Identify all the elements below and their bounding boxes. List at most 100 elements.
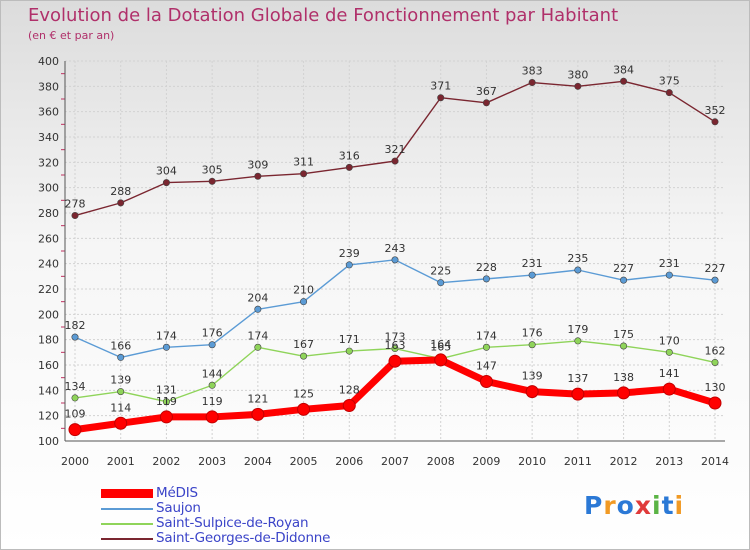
data-label-saint-sulpice-de-royan: 131 [156,384,177,397]
data-label-saujon: 176 [202,327,223,340]
data-label-saint-georges-de-didonne: 352 [705,104,726,117]
x-tick-label: 2011 [564,455,592,468]
data-label-saujon: 225 [430,265,451,278]
data-point-saujon [345,261,353,269]
data-point-saint-sulpice-de-royan [254,343,262,351]
data-label-saint-sulpice-de-royan: 179 [567,323,588,336]
y-tick-label: 200 [38,308,59,321]
data-label-saujon: 210 [293,284,314,297]
data-label-saujon: 204 [247,291,268,304]
data-point-m-dis [617,386,631,400]
data-point-m-dis [708,396,722,410]
y-tick-label: 360 [38,106,59,119]
data-point-saint-georges-de-didonne [345,163,353,171]
y-tick-label: 400 [38,55,59,68]
data-label-saint-sulpice-de-royan: 144 [202,367,223,380]
data-point-saujon [437,279,445,287]
data-point-saint-georges-de-didonne [482,99,490,107]
y-tick-label: 180 [38,334,59,347]
data-point-saint-sulpice-de-royan [71,394,79,402]
data-point-saint-georges-de-didonne [620,77,628,85]
data-point-saint-georges-de-didonne [665,89,673,97]
data-label-m-dis: 141 [659,367,680,380]
data-point-saint-georges-de-didonne [391,157,399,165]
data-point-saujon [208,341,216,349]
data-point-saint-sulpice-de-royan [620,342,628,350]
data-point-saujon [620,276,628,284]
data-label-m-dis: 119 [202,395,223,408]
data-label-saujon: 182 [65,319,86,332]
data-point-m-dis [525,385,539,399]
legend-item-saujon[interactable]: Saujon [101,500,361,516]
x-tick-label: 2002 [152,455,180,468]
data-point-saint-sulpice-de-royan [482,343,490,351]
data-point-saujon [482,275,490,283]
data-point-saint-sulpice-de-royan [117,388,125,396]
data-point-saint-sulpice-de-royan [711,358,719,366]
data-label-saint-sulpice-de-royan: 170 [659,334,680,347]
data-label-saint-georges-de-didonne: 380 [567,68,588,81]
y-tick-label: 120 [38,410,59,423]
logo-letter: t [661,491,675,520]
x-tick-label: 2004 [244,455,272,468]
y-tick-label: 260 [38,232,59,245]
logo-letter: P [584,491,604,520]
data-label-saujon: 166 [110,339,131,352]
x-tick-label: 2007 [381,455,409,468]
data-point-saint-sulpice-de-royan [208,381,216,389]
data-label-m-dis: 125 [293,387,314,400]
data-label-saujon: 239 [339,247,360,260]
data-label-m-dis: 147 [476,359,497,372]
data-label-saint-georges-de-didonne: 321 [385,143,406,156]
data-label-m-dis: 114 [110,401,131,414]
logo-letter: i [652,491,662,520]
legend-swatch-saujon [101,508,153,510]
data-label-m-dis: 109 [65,408,86,421]
data-label-m-dis: 121 [247,392,268,405]
data-label-saint-georges-de-didonne: 384 [613,63,634,76]
data-label-m-dis: 130 [705,381,726,394]
y-tick-label: 160 [38,359,59,372]
legend-item-saint-sulpice[interactable]: Saint-Sulpice-de-Royan [101,515,361,531]
legend-item-saint-georges[interactable]: Saint-Georges-de-Didonne [101,530,361,546]
data-point-m-dis [251,407,265,421]
x-tick-label: 2001 [107,455,135,468]
x-tick-label: 2006 [335,455,363,468]
data-label-saint-sulpice-de-royan: 175 [613,328,634,341]
data-point-m-dis [479,374,493,388]
legend-item-medis[interactable]: MéDIS [101,485,361,501]
y-tick-label: 220 [38,283,59,296]
data-label-saujon: 228 [476,261,497,274]
legend-label-medis: MéDIS [156,485,198,501]
legend-swatch-medis [101,489,153,498]
data-label-saint-sulpice-de-royan: 162 [705,344,726,357]
data-point-saint-sulpice-de-royan [162,398,170,406]
legend-label-saint-georges: Saint-Georges-de-Didonne [156,530,331,546]
data-label-saujon: 227 [613,262,634,275]
data-point-saujon [300,298,308,306]
data-point-saint-georges-de-didonne [162,179,170,187]
data-label-saint-sulpice-de-royan: 174 [247,329,268,342]
data-label-saint-sulpice-de-royan: 173 [385,331,406,344]
data-point-m-dis [662,382,676,396]
legend-label-saint-sulpice: Saint-Sulpice-de-Royan [156,515,309,531]
data-point-saint-georges-de-didonne [574,82,582,90]
data-label-saujon: 227 [705,262,726,275]
data-label-saint-georges-de-didonne: 304 [156,165,177,178]
data-point-m-dis [297,402,311,416]
data-point-m-dis [68,423,82,437]
legend-swatch-saint-sulpice [101,523,153,525]
data-point-saint-georges-de-didonne [208,177,216,185]
data-label-saint-sulpice-de-royan: 176 [522,327,543,340]
y-tick-label: 240 [38,258,59,271]
y-tick-label: 100 [38,435,59,448]
data-label-saint-georges-de-didonne: 305 [202,163,223,176]
logo-letter: x [634,491,652,520]
y-tick-label: 320 [38,156,59,169]
logo-letter: r [603,491,617,520]
data-point-saint-georges-de-didonne [300,170,308,178]
data-label-saint-georges-de-didonne: 309 [247,158,268,171]
data-point-saujon [528,271,536,279]
data-label-saujon: 235 [567,252,588,265]
data-point-m-dis [114,416,128,430]
